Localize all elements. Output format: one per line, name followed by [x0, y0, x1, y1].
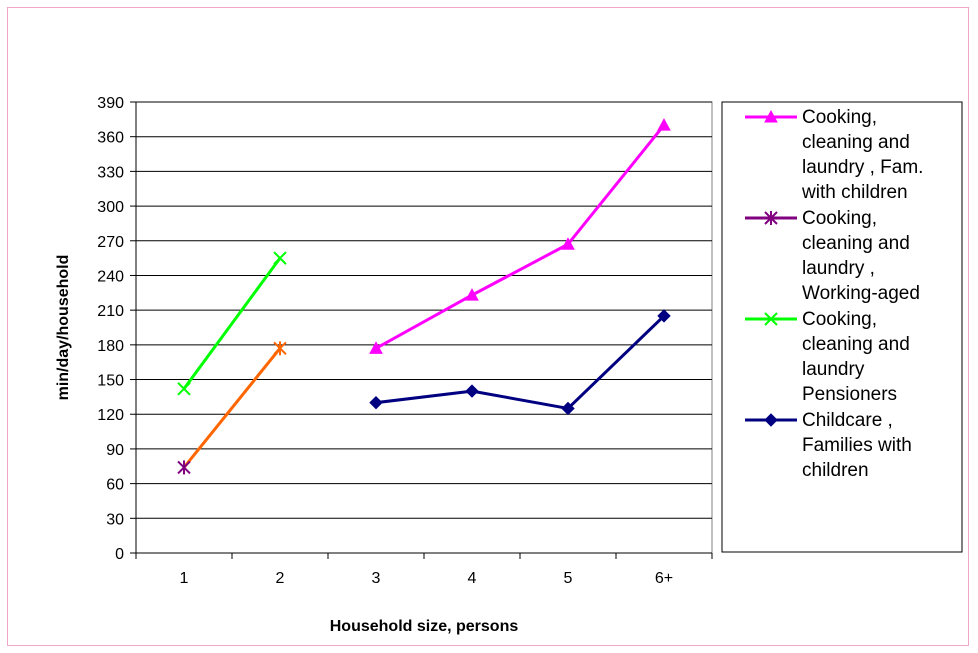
y-tick-label: 390 — [97, 95, 124, 112]
data-point — [657, 118, 671, 131]
legend-label: Families with — [802, 435, 912, 456]
series-3 — [369, 309, 671, 416]
series-line-segment — [471, 389, 569, 410]
legend-label: laundry — [802, 359, 865, 380]
x-tick-label: 4 — [468, 570, 477, 587]
legend-label: Cooking, — [802, 309, 877, 330]
legend-label: laundry , — [802, 258, 875, 279]
legend-label: Working-aged — [802, 283, 920, 304]
data-point — [561, 237, 575, 250]
gridlines — [136, 101, 712, 519]
series-1 — [177, 341, 287, 475]
legend-label: children — [802, 460, 869, 481]
data-point — [657, 309, 671, 323]
series-line-segment — [566, 124, 666, 246]
legend-label: laundry , Fam. — [802, 157, 923, 178]
data-point — [273, 341, 287, 356]
x-tick-label: 6+ — [655, 570, 673, 587]
legend-box — [721, 101, 963, 553]
data-point — [465, 384, 479, 398]
legend-label: Pensioners — [802, 384, 897, 405]
x-tick-label: 1 — [180, 570, 189, 587]
legend-label: Childcare , — [802, 410, 893, 431]
x-tick-label: 5 — [564, 570, 573, 587]
legend-label: cleaning and — [802, 334, 910, 355]
legend-swatch-marker — [764, 211, 778, 225]
series-0 — [369, 118, 671, 354]
y-axis-title: min/day/household — [55, 255, 72, 401]
legend-label: Cooking, — [802, 208, 877, 229]
y-tick-label: 90 — [106, 442, 124, 459]
y-tick-label: 0 — [115, 546, 124, 563]
data-point — [465, 288, 479, 301]
legend-label: cleaning and — [802, 132, 910, 153]
series-line-segment — [182, 257, 282, 390]
legend-label: Cooking, — [802, 107, 877, 128]
legend-label: cleaning and — [802, 233, 910, 254]
data-point — [177, 460, 191, 475]
legend-swatch-marker — [764, 312, 778, 326]
y-tick-label: 210 — [97, 303, 124, 320]
x-axis-title: Household size, persons — [330, 618, 519, 635]
legend-item: Cooking, cleaning and laundry , Fam. with c… — [745, 107, 923, 203]
plot-area — [135, 101, 713, 554]
series-line-segment — [182, 347, 282, 469]
y-tick-label: 150 — [97, 373, 124, 390]
data-point — [273, 251, 287, 265]
series-line-segment — [375, 293, 473, 350]
chart-frame — [7, 7, 969, 646]
legend-swatch-marker — [764, 109, 778, 123]
x-tick-label: 2 — [276, 570, 285, 587]
data-point — [177, 382, 191, 396]
y-tick-label: 30 — [106, 511, 124, 528]
legend-item: Cooking, cleaning and laundry , Working-age… — [745, 208, 920, 304]
legend-label: with children — [801, 182, 908, 203]
x-tick-label: 3 — [372, 570, 381, 587]
y-tick-label: 60 — [106, 477, 124, 494]
data-point — [369, 395, 383, 410]
series-line-segment — [471, 242, 569, 297]
y-tick-label: 270 — [97, 234, 124, 251]
legend-item: Childcare , Families with children — [745, 410, 912, 481]
y-tick-label: 120 — [97, 407, 124, 424]
series-2 — [177, 251, 287, 396]
y-tick-label: 330 — [97, 164, 124, 181]
data-point — [561, 401, 575, 416]
legend: Cooking, cleaning and laundry , Fam. with c… — [721, 101, 963, 553]
axes: 0 30 60 90 120 150 180 210 240 270 300 330 360 390 1 2 3… — [97, 95, 713, 587]
data-point — [369, 341, 383, 354]
legend-swatch-marker — [764, 413, 778, 427]
series-line-segment — [375, 389, 473, 405]
series-line-segment — [566, 314, 666, 410]
y-tick-label: 360 — [97, 130, 124, 147]
legend-item: Cooking, cleaning and laundry Pensioners — [745, 309, 910, 405]
y-tick-label: 240 — [97, 268, 124, 285]
y-tick-label: 180 — [97, 338, 124, 355]
series-layer — [177, 118, 671, 475]
y-tick-label: 300 — [97, 199, 124, 216]
